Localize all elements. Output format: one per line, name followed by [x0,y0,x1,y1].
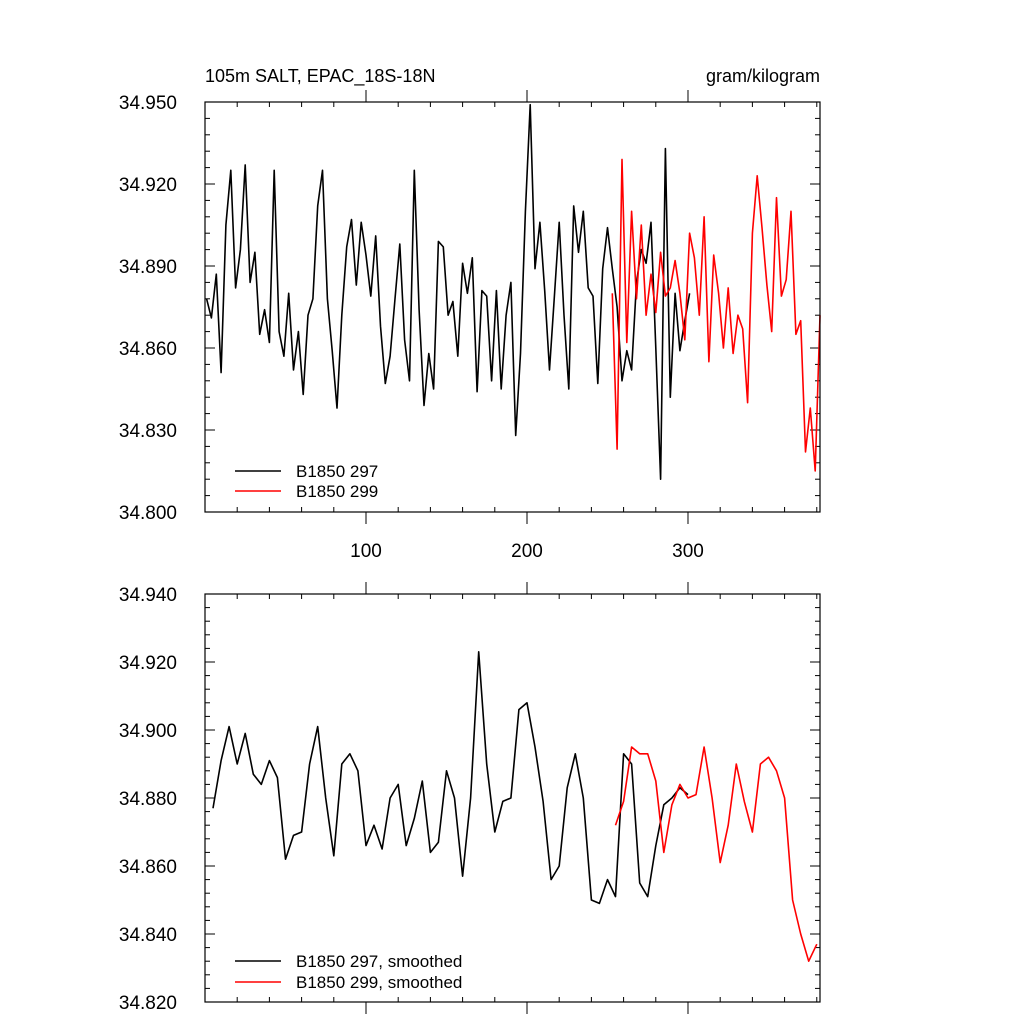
bottom-series-lines [212,650,818,963]
top-plot-frame [204,101,821,513]
y-tick-label: 34.940 [119,585,177,606]
series-line-b1850-297-smoothed [212,650,689,905]
legend-label-b1850-297: B1850 297 [296,462,378,481]
series-line-b1850-299 [611,158,821,472]
y-tick-label: 34.840 [119,925,177,946]
y-tick-label: 34.920 [119,653,177,674]
bottom-legend: B1850 297, smoothed B1850 299, smoothed [235,952,462,992]
top-salinity-panel: 105m SALT, EPAC_18S-18N gram/kilogram 34… [119,66,821,562]
top-panel-units: gram/kilogram [706,66,820,86]
y-tick-label: 34.800 [119,503,177,524]
top-series-lines [205,103,821,481]
bottom-smoothed-panel: 34.820 34.840 34.860 34.880 34.900 34.920 34.9… [119,582,821,1014]
series-line-b1850-297 [205,103,691,481]
series-line-b1850-299-smoothed [614,746,818,963]
bottom-plot-frame [204,593,821,1003]
x-tick-label: 100 [350,541,382,562]
y-tick-label: 34.820 [119,993,177,1014]
y-tick-label: 34.900 [119,721,177,742]
y-tick-label: 34.860 [119,339,177,360]
y-tick-label: 34.830 [119,421,177,442]
y-tick-label: 34.860 [119,857,177,878]
legend-label-b1850-297-smoothed: B1850 297, smoothed [296,952,462,971]
y-tick-label: 34.950 [119,93,177,114]
x-tick-label: 300 [672,541,704,562]
y-tick-label: 34.890 [119,257,177,278]
bottom-axis-ticks: 34.820 34.840 34.860 34.880 34.900 34.920 34.9… [119,582,820,1014]
top-panel-title: 105m SALT, EPAC_18S-18N [205,66,435,87]
legend-label-b1850-299: B1850 299 [296,482,378,501]
legend-label-b1850-299-smoothed: B1850 299, smoothed [296,973,462,992]
top-axis-ticks: 34.800 34.830 34.860 34.890 34.920 34.950 100 2… [119,90,820,562]
y-tick-label: 34.880 [119,789,177,810]
x-tick-label: 200 [511,541,543,562]
y-tick-label: 34.920 [119,175,177,196]
top-legend: B1850 297 B1850 299 [235,462,378,501]
